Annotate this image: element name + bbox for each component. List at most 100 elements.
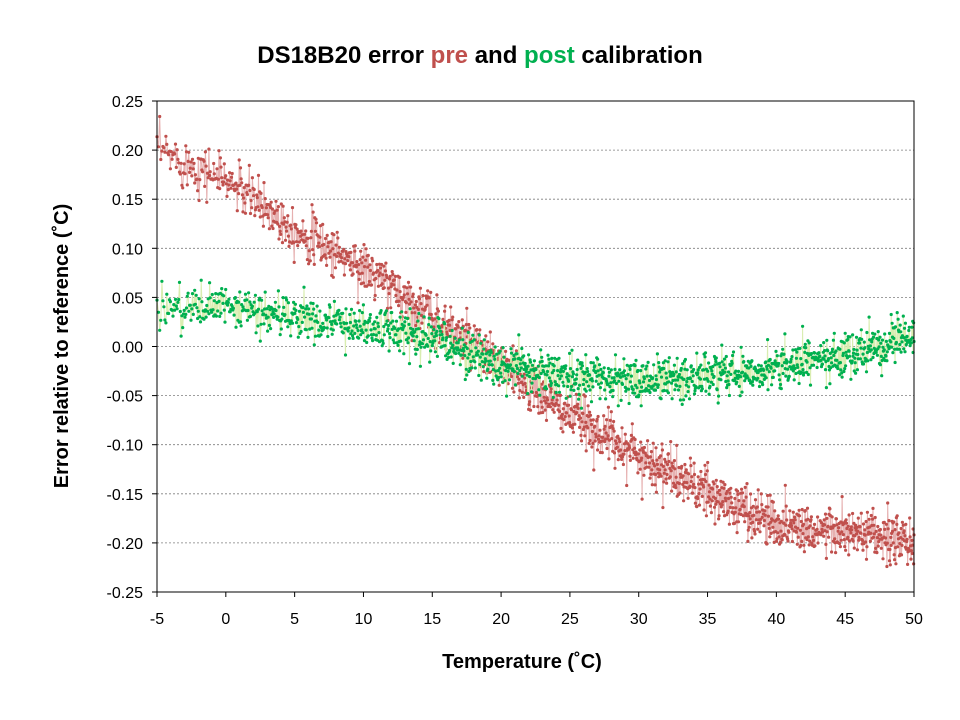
data-point-pre xyxy=(704,479,708,484)
data-point-pre xyxy=(541,410,545,415)
data-point-pre xyxy=(657,475,661,479)
data-point-pre xyxy=(557,403,561,407)
data-point-pre xyxy=(561,407,566,411)
data-point-pre xyxy=(861,522,866,526)
data-point-pre xyxy=(178,172,182,176)
data-point-post xyxy=(346,329,350,333)
data-point-pre xyxy=(456,325,460,329)
data-point-post xyxy=(250,304,254,308)
data-point-pre xyxy=(488,370,492,374)
data-point-post xyxy=(449,341,453,345)
data-point-pre xyxy=(756,488,760,492)
data-point-pre xyxy=(250,176,254,180)
data-point-post xyxy=(808,383,813,387)
data-point-pre xyxy=(510,386,515,390)
data-point-pre xyxy=(755,505,759,509)
data-point-post xyxy=(819,358,823,362)
data-point-pre xyxy=(274,199,278,203)
data-point-post xyxy=(718,365,722,369)
data-point-post xyxy=(599,367,603,371)
data-point-post xyxy=(347,336,351,340)
data-point-post xyxy=(688,377,693,381)
data-point-pre xyxy=(669,469,673,473)
data-point-post xyxy=(626,372,630,377)
data-point-pre xyxy=(528,400,532,404)
data-point-pre xyxy=(267,227,271,231)
data-point-post xyxy=(823,354,827,358)
data-point-pre xyxy=(597,434,601,438)
data-point-post xyxy=(479,378,483,382)
data-point-pre xyxy=(234,181,238,185)
data-point-pre xyxy=(802,543,806,547)
data-point-pre xyxy=(822,518,826,522)
data-point-post xyxy=(642,376,647,381)
data-point-post xyxy=(823,349,827,353)
data-point-post xyxy=(469,359,473,364)
data-point-post xyxy=(518,369,522,373)
data-point-post xyxy=(525,373,529,377)
data-point-post xyxy=(507,378,512,382)
data-point-pre xyxy=(368,268,372,273)
data-point-pre xyxy=(256,205,260,209)
data-point-post xyxy=(501,346,505,350)
data-point-pre xyxy=(740,491,745,495)
data-point-pre xyxy=(270,224,274,228)
data-point-pre xyxy=(799,543,803,548)
data-point-pre xyxy=(174,165,178,169)
data-point-post xyxy=(208,296,212,300)
data-point-post xyxy=(645,364,649,368)
data-point-post xyxy=(482,338,486,342)
data-point-pre xyxy=(392,278,396,282)
data-point-pre xyxy=(614,441,619,445)
data-point-post xyxy=(782,352,786,356)
data-point-pre xyxy=(608,418,612,422)
data-point-pre xyxy=(857,538,861,542)
data-point-pre xyxy=(766,514,771,518)
data-point-pre xyxy=(639,440,643,444)
data-point-post xyxy=(348,320,352,325)
data-point-pre xyxy=(305,258,309,262)
data-point-post xyxy=(296,317,300,321)
data-point-pre xyxy=(633,446,637,450)
data-point-post xyxy=(474,346,478,350)
data-point-post xyxy=(222,294,226,298)
data-point-post xyxy=(210,292,214,297)
data-point-post xyxy=(706,369,710,373)
data-point-post xyxy=(624,389,628,393)
data-point-post xyxy=(675,384,679,388)
data-point-post xyxy=(735,380,739,384)
data-point-pre xyxy=(328,255,332,259)
data-point-post xyxy=(406,341,410,345)
data-point-post xyxy=(544,387,549,391)
data-point-post xyxy=(164,321,168,325)
data-point-pre xyxy=(685,481,689,485)
data-point-pre xyxy=(308,259,312,263)
data-point-post xyxy=(910,336,914,340)
data-point-pre xyxy=(255,196,259,200)
data-point-pre xyxy=(793,518,797,522)
data-point-pre xyxy=(743,520,747,524)
data-point-pre xyxy=(865,545,869,549)
data-point-pre xyxy=(674,486,678,490)
data-point-pre xyxy=(241,210,245,214)
data-point-post xyxy=(738,394,742,398)
data-point-post xyxy=(352,311,356,315)
data-point-post xyxy=(256,324,260,328)
data-point-post xyxy=(868,344,873,348)
data-point-post xyxy=(422,315,426,319)
data-point-post xyxy=(876,330,880,334)
data-point-pre xyxy=(706,500,710,504)
x-tick-label: 30 xyxy=(630,611,648,628)
data-point-post xyxy=(847,349,851,353)
data-point-post xyxy=(662,366,666,371)
data-point-pre xyxy=(843,545,847,549)
data-point-pre xyxy=(587,441,591,445)
data-point-pre xyxy=(612,451,617,455)
data-point-post xyxy=(478,362,482,367)
data-point-post xyxy=(907,325,911,329)
data-point-pre xyxy=(188,166,192,170)
data-point-post xyxy=(173,297,178,301)
data-point-pre xyxy=(540,405,544,409)
data-point-pre xyxy=(805,506,810,510)
data-point-pre xyxy=(697,503,702,507)
